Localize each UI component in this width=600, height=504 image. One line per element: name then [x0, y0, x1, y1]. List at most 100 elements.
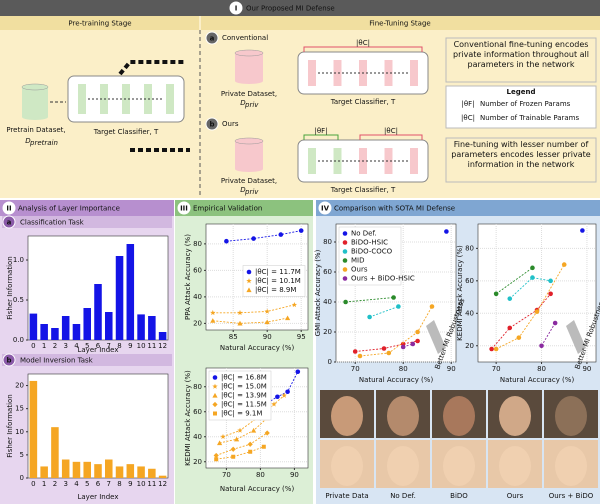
- x-tick-label: 80: [537, 365, 546, 373]
- stage-strip: [201, 16, 600, 30]
- series-line: [541, 322, 556, 346]
- stage-strip: [0, 16, 199, 30]
- bar: [126, 464, 135, 478]
- face-image: [331, 396, 363, 436]
- point: [237, 427, 243, 433]
- bar: [137, 314, 145, 340]
- y-tick-label: 15: [15, 405, 24, 413]
- point: [396, 304, 401, 309]
- point: [415, 338, 420, 344]
- legend-marker: [342, 276, 348, 281]
- legend-label: |θC| = 15.0M: [221, 383, 267, 391]
- x-tick-label: 90: [263, 333, 272, 341]
- badge-label: a: [210, 35, 215, 43]
- legend-marker: [212, 375, 218, 380]
- label: D: [25, 137, 31, 145]
- legend-label: Ours: [351, 266, 368, 274]
- y-tick-label: 40: [323, 298, 332, 306]
- y-tick-label: 0: [328, 358, 332, 366]
- y-tick-label: 80: [193, 383, 202, 391]
- badge: [2, 215, 16, 229]
- y-tick-label: 60: [323, 268, 332, 276]
- face-image: [499, 446, 531, 486]
- axis-label: Natural Accuracy (%): [220, 344, 295, 352]
- bar: [72, 461, 81, 478]
- y-tick-label: 0.0: [13, 336, 24, 344]
- legend-marker: [342, 258, 348, 263]
- face-image: [331, 446, 363, 486]
- bar: [51, 427, 59, 478]
- point: [530, 265, 535, 271]
- legend-label: BiDO-HSIC: [351, 239, 388, 247]
- badge-label: II: [6, 205, 11, 213]
- legend-label: |θC| = 16.8M: [221, 374, 267, 382]
- face-image: [387, 396, 419, 436]
- x-tick-label: 7: [107, 480, 111, 488]
- y-tick-label: 60: [465, 277, 474, 285]
- x-tick-label: 6: [96, 342, 101, 350]
- y-tick-label: 80: [323, 238, 332, 246]
- x-tick-label: 3: [63, 480, 67, 488]
- series-line: [212, 304, 295, 314]
- x-tick-label: 2: [53, 342, 57, 350]
- layer: [410, 148, 418, 174]
- panel-title: Analysis of Layer Importance: [18, 205, 120, 213]
- series-line: [491, 293, 551, 350]
- point: [291, 301, 298, 308]
- label: Private Dataset,: [221, 90, 277, 98]
- badge-label: IV: [321, 205, 330, 213]
- y-tick-label: 5: [20, 451, 24, 459]
- axis-label: PPA Attack Accuracy (%): [184, 234, 192, 320]
- label: |θC|: [461, 114, 475, 122]
- point: [552, 320, 558, 326]
- face-label: No Def.: [390, 492, 416, 500]
- x-tick-label: 11: [147, 480, 156, 488]
- y-tick-label: 20: [193, 458, 202, 466]
- x-tick-label: 70: [351, 365, 360, 373]
- panel-title: Comparison with SOTA MI Defense: [334, 205, 455, 213]
- series-line: [345, 297, 394, 303]
- point: [367, 314, 372, 320]
- legend-label: |θC| = 10.1M: [255, 277, 301, 285]
- legend-label: Ours + BiDO-HSIC: [351, 275, 415, 283]
- x-tick-label: 9: [128, 480, 132, 488]
- point: [507, 296, 513, 301]
- subtitle-strip: [2, 216, 172, 228]
- label: D: [240, 186, 246, 194]
- x-tick-label: 90: [582, 365, 591, 373]
- y-tick-label: 0.5: [13, 296, 24, 304]
- annotation-arrow: [426, 320, 446, 354]
- legend-marker: [342, 267, 348, 272]
- bar: [40, 324, 48, 340]
- x-tick-label: 8: [117, 342, 121, 350]
- x-tick-label: 4: [74, 480, 79, 488]
- face-label: Ours + BiDO: [549, 492, 594, 500]
- badge: [205, 31, 219, 45]
- description-box: [445, 37, 597, 83]
- face-image: [555, 446, 587, 486]
- point: [264, 430, 270, 436]
- legend-box: [445, 85, 597, 129]
- label: |θC|: [356, 39, 370, 47]
- bar: [40, 466, 48, 478]
- point: [213, 452, 219, 459]
- point: [391, 295, 396, 300]
- x-tick-label: 90: [447, 365, 456, 373]
- x-tick-label: 12: [158, 480, 167, 488]
- label: Pretrain Dataset,: [6, 126, 65, 134]
- point: [285, 389, 290, 395]
- legend-marker: [212, 392, 218, 398]
- point: [400, 344, 406, 350]
- dataset-icon: [234, 137, 264, 145]
- series-line: [495, 267, 533, 295]
- axis-label: Fisher Information: [6, 394, 14, 457]
- layer: [78, 84, 86, 114]
- x-tick-label: 70: [492, 365, 501, 373]
- panel-header: [316, 200, 600, 216]
- x-tick-label: 5: [85, 480, 89, 488]
- header-bar: [0, 0, 600, 16]
- point: [516, 335, 522, 340]
- x-tick-label: 9: [128, 342, 132, 350]
- series-line: [216, 432, 268, 456]
